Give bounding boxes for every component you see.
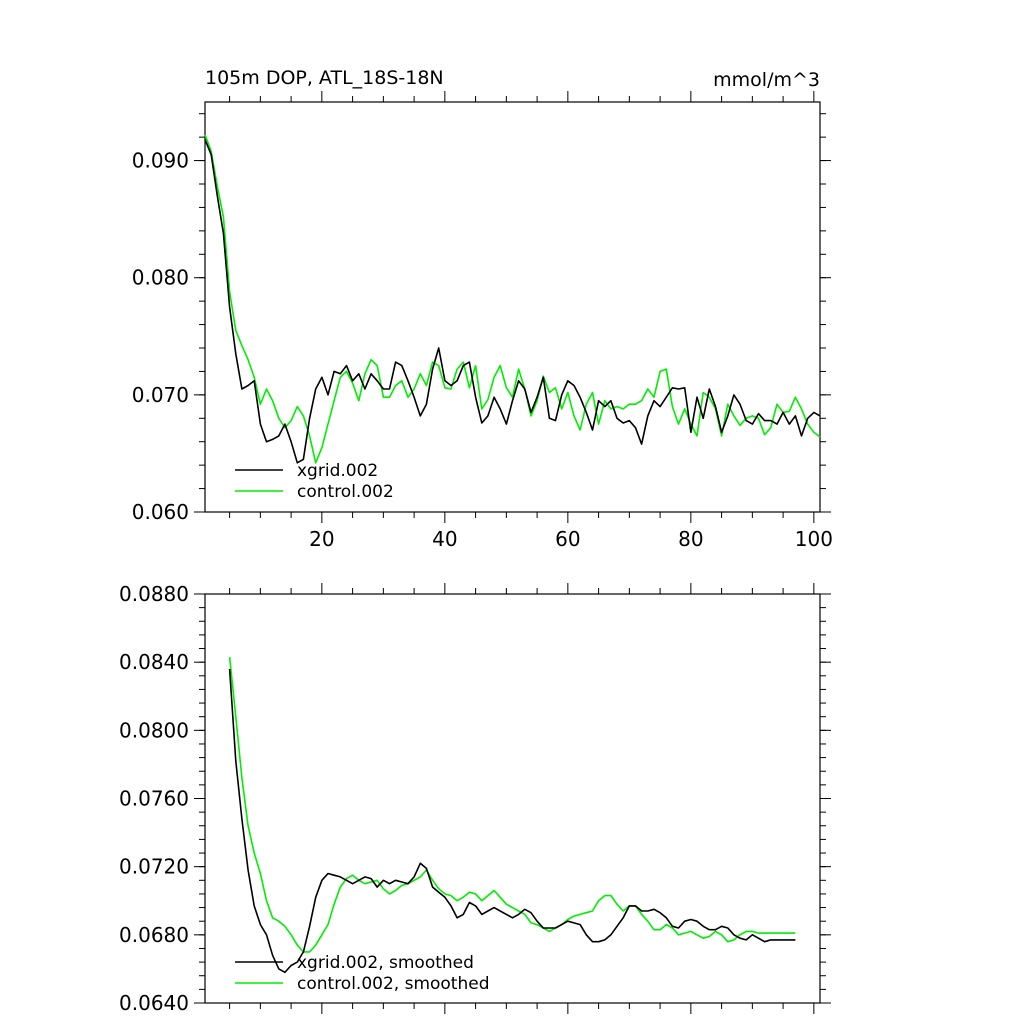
- x-tick-label: 20: [309, 527, 334, 551]
- y-tick-label: 0.0800: [119, 718, 189, 742]
- units-label: mmol/m^3: [713, 69, 820, 91]
- series-line: [204, 139, 821, 464]
- legend-label: control.002: [297, 482, 394, 502]
- y-tick-label: 0.0680: [119, 923, 189, 947]
- x-tick-label: 80: [678, 527, 703, 551]
- bottom-chart-panel: 0.0640 0.0680 0.0720 0.0760 0.0800 0.0840 0.08…: [119, 582, 831, 1015]
- y-tick-label: 0.0880: [119, 582, 189, 606]
- y-tick-label: 0.0720: [119, 855, 189, 879]
- legend-label: xgrid.002: [297, 461, 378, 481]
- x-tick-label: 60: [555, 527, 580, 551]
- y-tick-label: 0.080: [132, 266, 189, 290]
- plot-frame: [204, 101, 821, 513]
- x-tick-label: 100: [795, 527, 833, 551]
- y-tick-label: 0.0640: [119, 991, 189, 1015]
- y-tick-label: 0.060: [132, 500, 189, 524]
- y-tick-label: 0.070: [132, 383, 189, 407]
- series-line: [228, 668, 796, 974]
- y-tick-label: 0.0840: [119, 650, 189, 674]
- x-tick-label: 40: [432, 527, 457, 551]
- series-line: [228, 657, 796, 953]
- y-tick-label: 0.0760: [119, 787, 189, 811]
- legend-label: control.002, smoothed: [297, 974, 490, 994]
- legend-label: xgrid.002, smoothed: [297, 953, 474, 973]
- y-tick-label: 0.090: [132, 149, 189, 173]
- chart-title: 105m DOP, ATL_18S-18N: [205, 67, 444, 89]
- top-chart-panel: 105m DOP, ATL_18S-18N mmol/m^3 20 40 60 80 1…: [132, 67, 833, 551]
